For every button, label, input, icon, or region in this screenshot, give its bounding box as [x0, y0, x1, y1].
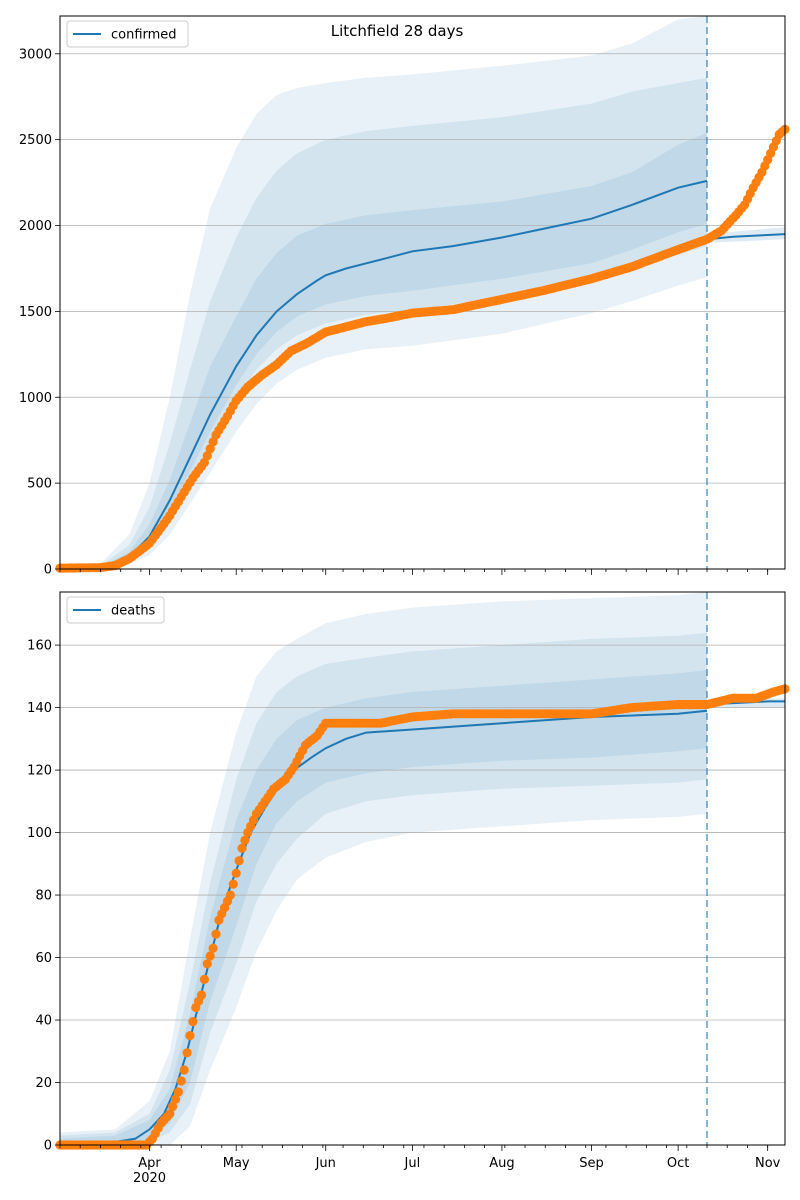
x-tick-label: Nov — [755, 1156, 781, 1171]
y-tick-label: 3000 — [19, 47, 52, 62]
y-tick-label: 140 — [27, 701, 52, 716]
observed-point — [228, 879, 238, 889]
observed-point — [199, 974, 209, 985]
observed-point — [211, 929, 221, 939]
observed-point — [202, 959, 212, 969]
deaths-y-axis: 0 20 40 60 80 100 120 140 160 — [27, 639, 60, 1154]
observed-point — [208, 437, 218, 447]
observed-point — [170, 1094, 181, 1104]
y-tick-label: 0 — [44, 563, 52, 578]
x-tick-label: Sep — [579, 1156, 604, 1171]
y-tick-label: 40 — [35, 1014, 52, 1029]
y-tick-label: 80 — [35, 889, 52, 904]
legend-label-confirmed: confirmed — [111, 28, 177, 43]
confirmed-observed-points — [55, 124, 790, 573]
observed-point — [182, 1048, 192, 1058]
observed-point — [196, 990, 207, 1000]
y-tick-label: 500 — [27, 477, 52, 492]
x-tick-label: Oct — [667, 1156, 689, 1171]
observed-point — [240, 835, 250, 846]
confirmed-panel: 0 500 1000 1500 2000 2500 3000 Litchfield 28 d… — [19, 15, 790, 578]
observed-point — [168, 1101, 178, 1112]
deaths-legend: deaths — [66, 596, 165, 624]
model-median-line — [59, 179, 708, 570]
x-tick-label: May — [223, 1156, 250, 1171]
observed-point — [173, 1087, 183, 1097]
confirmed-model-lines — [59, 179, 786, 570]
confirmed-y-axis: 0 500 1000 1500 2000 2500 3000 — [19, 47, 60, 578]
y-tick-label: 0 — [44, 1139, 52, 1154]
observed-point — [179, 1065, 189, 1075]
y-tick-label: 20 — [35, 1076, 52, 1091]
observed-point — [205, 951, 215, 961]
chart-title: Litchfield 28 days — [331, 22, 464, 40]
y-tick-label: 1000 — [19, 391, 52, 406]
legend-box — [66, 20, 189, 48]
observed-point — [202, 451, 212, 461]
y-tick-label: 160 — [27, 639, 52, 654]
legend-box — [66, 596, 165, 624]
uncertainty-band-outer — [60, 592, 707, 1145]
x-tick-label: Jun — [315, 1156, 336, 1171]
observed-point — [185, 1031, 195, 1041]
y-tick-label: 120 — [27, 764, 52, 779]
x-tick-label: Apr — [138, 1156, 161, 1171]
legend-label-deaths: deaths — [111, 604, 156, 619]
y-tick-label: 60 — [35, 951, 52, 966]
uncertainty-band-middle — [60, 77, 707, 570]
y-tick-label: 1500 — [19, 305, 52, 320]
observed-point — [237, 843, 247, 853]
x-tick-label: Jul — [404, 1156, 421, 1171]
observed-point — [205, 444, 215, 454]
observed-point — [208, 943, 218, 953]
uncertainty-band-inner — [60, 132, 707, 570]
observed-point — [231, 868, 241, 878]
confirmed-axes-frame — [59, 15, 786, 570]
observed-point — [234, 856, 244, 866]
y-tick-label: 2000 — [19, 219, 52, 234]
x-tick-label: Aug — [489, 1156, 514, 1171]
observed-point — [225, 890, 235, 900]
y-tick-label: 100 — [27, 826, 52, 841]
y-tick-label: 2500 — [19, 133, 52, 148]
observed-point — [176, 1076, 186, 1086]
observed-point — [165, 1109, 175, 1119]
uncertainty-band-middle — [60, 632, 707, 1145]
forecast-median-line — [706, 233, 786, 241]
x-tick-year-label: 2020 — [133, 1171, 166, 1186]
deaths-axes-frame — [59, 591, 786, 1146]
uncertainty-band-forecast — [707, 227, 785, 243]
confirmed-legend: confirmed — [66, 20, 189, 48]
observed-point — [188, 1017, 198, 1027]
deaths-observed-points — [55, 684, 790, 1150]
confirmed-x-axis — [59, 569, 769, 575]
uncertainty-band-inner — [60, 670, 707, 1145]
